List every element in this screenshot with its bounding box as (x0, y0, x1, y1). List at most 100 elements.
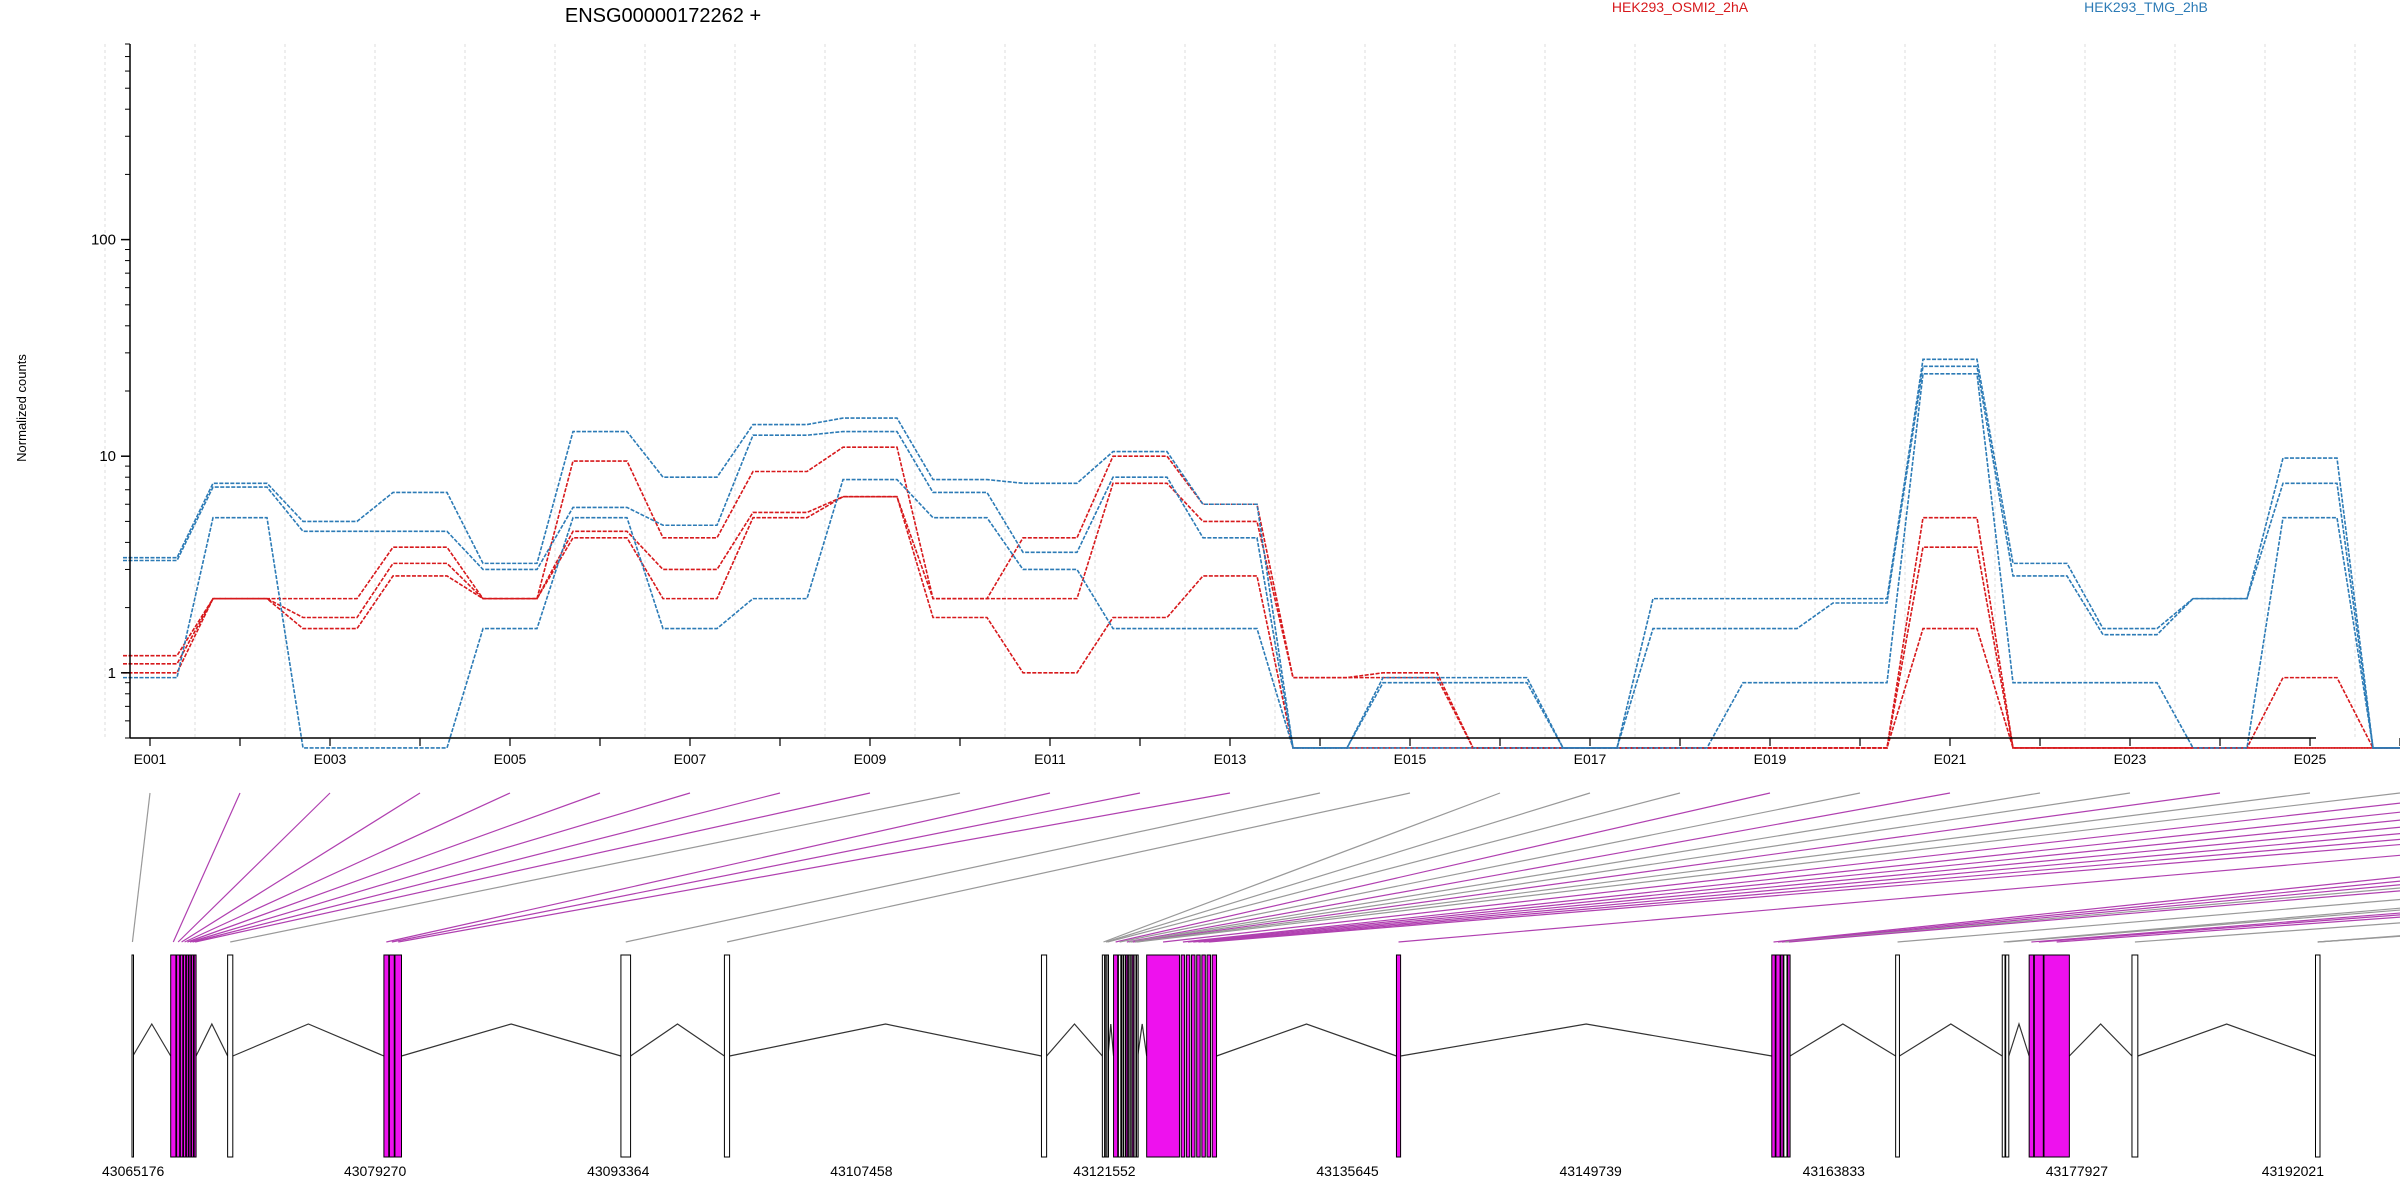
exon-connector (1188, 819, 2400, 943)
series-line-osmi (123, 446, 2400, 749)
exon-connector (1130, 792, 2131, 943)
gene-exon (193, 954, 197, 1158)
gene-exon (1120, 954, 1124, 1158)
exon-connector (1137, 792, 2400, 943)
exon-connector (1773, 876, 2400, 943)
exon-connector (1193, 826, 2400, 943)
gene-exon (394, 954, 403, 1158)
gene-exon (2131, 954, 2139, 1158)
genome-tick-label: 43177927 (2046, 1163, 2109, 1179)
exon-connector (398, 792, 1231, 943)
exon-connector (2038, 914, 2400, 943)
exon-connector (391, 792, 1141, 943)
exon-connector (172, 792, 241, 943)
exon-connector (1781, 884, 2400, 943)
gene-exon (620, 954, 632, 1158)
gene-exon (182, 954, 187, 1158)
y-axis-label: Normalized counts (14, 354, 29, 462)
gene-exon (2033, 954, 2044, 1158)
exon-connector (177, 792, 331, 943)
intron-line (2068, 1023, 2133, 1057)
gene-exon (1185, 954, 1191, 1158)
gene-exon (1136, 954, 1139, 1158)
exon-connector (1162, 802, 2400, 943)
gene-exon (1395, 954, 1402, 1158)
gene-exon (1196, 954, 1201, 1158)
exon-connector (1134, 792, 2311, 943)
exon-connector (1132, 792, 2221, 943)
gene-exon (1127, 954, 1131, 1158)
x-tick-label: E015 (1394, 751, 1427, 767)
exon-connector (2031, 912, 2400, 943)
exon-connector (1785, 887, 2400, 943)
exon-connector (187, 792, 601, 943)
y-tick-label: 10 (99, 448, 116, 465)
exon-connector (1897, 898, 2400, 943)
exon-connector (2003, 907, 2400, 943)
gene-exon (131, 954, 134, 1158)
gene-exon (1787, 954, 1791, 1158)
x-tick-label: E001 (134, 751, 167, 767)
x-tick-label: E023 (2114, 751, 2147, 767)
legend: HEK293_OSMI2_2hA HEK293_TMG_2hB (1612, 0, 2208, 15)
gene-exon (1783, 954, 1788, 1158)
gene-exon (1123, 954, 1126, 1158)
intron-line (2137, 1023, 2316, 1057)
gene-exon (227, 954, 234, 1158)
gene-exon (1146, 954, 1180, 1158)
series-line-osmi (123, 495, 2400, 749)
gene-exon (2028, 954, 2035, 1158)
exon-connector (230, 792, 961, 943)
intron-line (195, 1022, 229, 1057)
gene-exon (1201, 954, 1206, 1158)
exon-connector (181, 792, 421, 943)
genome-tick-label: 43121552 (1073, 1163, 1136, 1179)
chart-title: ENSG00000172262 + (565, 5, 761, 27)
exon-connector (192, 792, 781, 943)
gene-exon (170, 954, 177, 1158)
exon-connector (1788, 890, 2400, 943)
legend-item: HEK293_TMG_2hB (2084, 0, 2208, 15)
x-tick-label: E019 (1754, 751, 1787, 767)
exon-connector (1103, 792, 1501, 943)
exon-connector (625, 792, 1321, 943)
gene-exon (1106, 954, 1110, 1158)
gene-exon (1101, 954, 1106, 1158)
gene-exon (2005, 954, 2010, 1158)
exon-connector (1203, 838, 2400, 943)
exon-connector (2056, 916, 2400, 943)
gene-exon (188, 954, 192, 1158)
gene-exon (1780, 954, 1784, 1158)
gene-exon (1113, 954, 1119, 1158)
gene-exon (1131, 954, 1135, 1158)
exon-connector (1119, 792, 1861, 943)
intron-line (729, 1023, 1042, 1057)
exon-connector (1208, 843, 2400, 943)
gene-exon (1180, 954, 1186, 1158)
genome-tick-label: 43065176 (102, 1163, 165, 1179)
exon-connector (1115, 792, 1771, 943)
exon-connector (1198, 832, 2400, 943)
x-tick-label: E009 (854, 751, 887, 767)
series-line-tmg (123, 373, 2400, 749)
gene-exon (1211, 954, 1218, 1158)
genome-tick-label: 43093364 (587, 1163, 650, 1179)
gene-exon (2001, 954, 2006, 1158)
y-tick-label: 100 (91, 232, 116, 249)
x-tick-label: E005 (494, 751, 527, 767)
x-tick-label: E017 (1574, 751, 1607, 767)
exon-connector (1128, 792, 2041, 943)
gene-exon (1191, 954, 1196, 1158)
intron-line (401, 1023, 622, 1057)
x-tick-label: E007 (674, 751, 707, 767)
gene-exon (1040, 954, 1048, 1158)
x-tick-label: E003 (314, 751, 347, 767)
intron-line (1899, 1023, 2003, 1057)
exon-connector (194, 792, 871, 943)
intron-line (1046, 1023, 1103, 1057)
gene-exon (179, 954, 184, 1158)
gene-exon (1117, 954, 1122, 1158)
gene-exon (1771, 954, 1776, 1158)
exon-connector (1126, 792, 1951, 943)
